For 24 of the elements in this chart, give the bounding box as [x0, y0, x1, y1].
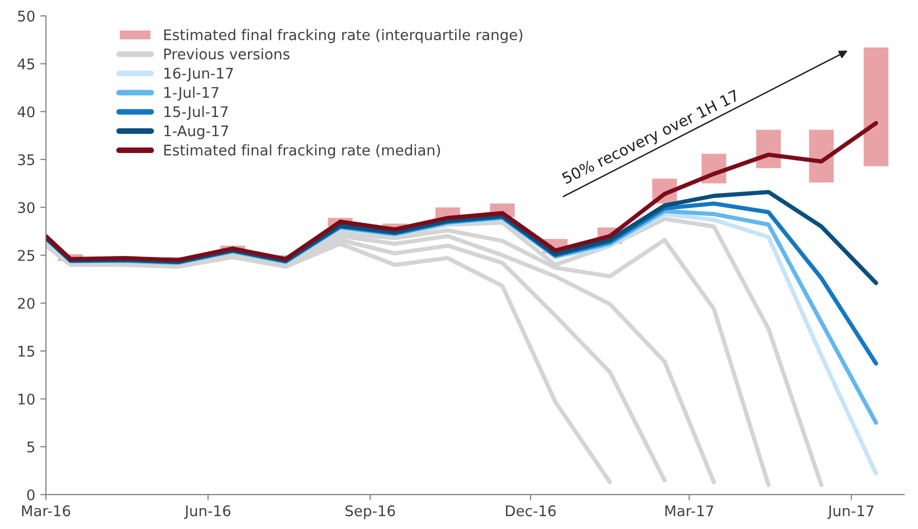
x-tick-label: Jun-17: [827, 505, 874, 520]
legend-label: Previous versions: [164, 48, 290, 60]
y-tick-label: 45: [18, 58, 34, 70]
x-tick-label: Dec-16: [506, 505, 556, 516]
y-tick-label: 50: [18, 10, 35, 22]
x-tick-label: Mar-16: [22, 505, 70, 516]
y-tick-label: 40: [18, 106, 35, 118]
legend-label: 15-Jul-17: [164, 106, 228, 120]
x-tick-label: Sep-16: [346, 505, 395, 520]
y-tick-label: 20: [18, 298, 35, 309]
y-tick-label: 35: [18, 154, 34, 166]
y-tick-label: 0: [27, 489, 35, 500]
y-tick-label: 30: [18, 202, 35, 214]
legend-label: Estimated final fracking rate (median): [164, 144, 440, 158]
legend-label: 1-Aug-17: [164, 126, 228, 140]
y-tick-label: 5: [27, 442, 34, 452]
y-tick-label: 25: [18, 250, 34, 261]
y-tick-label: 10: [18, 394, 35, 405]
x-tick-label: Jun-16: [184, 505, 230, 520]
legend-label: Estimated final fracking rate (interquartile range): [164, 28, 522, 44]
legend-label: 1-Jul-17: [164, 86, 218, 101]
y-tick-label: 15: [18, 346, 34, 357]
x-tick-label: Mar-17: [665, 505, 714, 516]
legend-label: 16-Jun-17: [164, 68, 233, 82]
